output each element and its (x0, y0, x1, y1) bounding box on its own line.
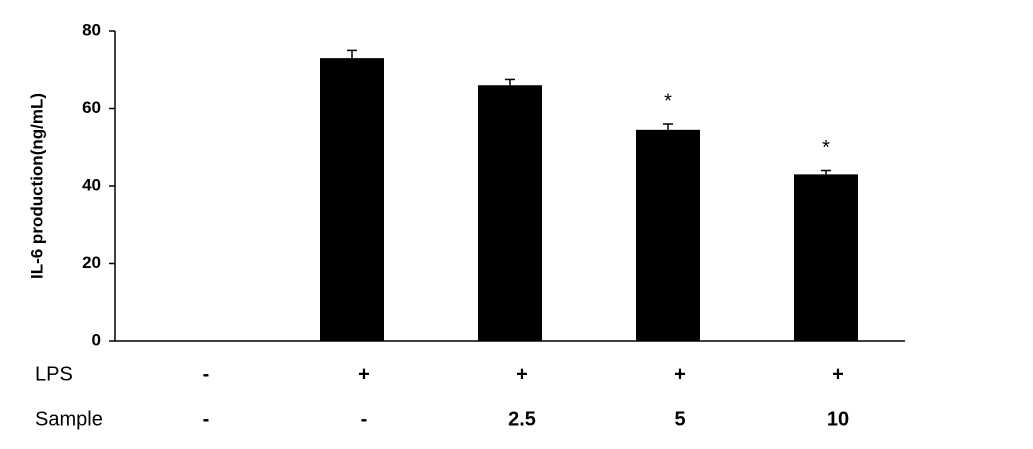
row-value: - (361, 408, 368, 430)
row-value: - (203, 363, 210, 385)
bar (636, 129, 700, 341)
row-value: - (203, 408, 210, 430)
y-tick-label: 80 (82, 20, 101, 39)
error-bar (821, 169, 831, 175)
error-bar (505, 78, 515, 86)
y-tick-label: 40 (82, 175, 101, 194)
bar (320, 58, 384, 341)
bar (478, 85, 542, 341)
row-value: + (516, 363, 528, 385)
y-tick-label: 60 (82, 98, 101, 117)
bar (794, 174, 858, 341)
row-value: + (358, 363, 370, 385)
error-bar (347, 49, 357, 59)
significance-marker: * (822, 137, 830, 159)
row-value: 2.5 (508, 408, 536, 430)
y-tick-label: 20 (82, 253, 101, 272)
row-value: 5 (674, 408, 685, 430)
row-value: + (832, 363, 844, 385)
row-label: Sample (35, 408, 103, 430)
error-bar (663, 123, 673, 130)
y-tick-label: 0 (92, 330, 101, 349)
y-axis-label: IL-6 production(ng/mL) (27, 93, 46, 279)
row-label: LPS (35, 363, 73, 385)
significance-marker: * (664, 90, 672, 112)
row-value: + (674, 363, 686, 385)
row-value: 10 (827, 408, 849, 430)
